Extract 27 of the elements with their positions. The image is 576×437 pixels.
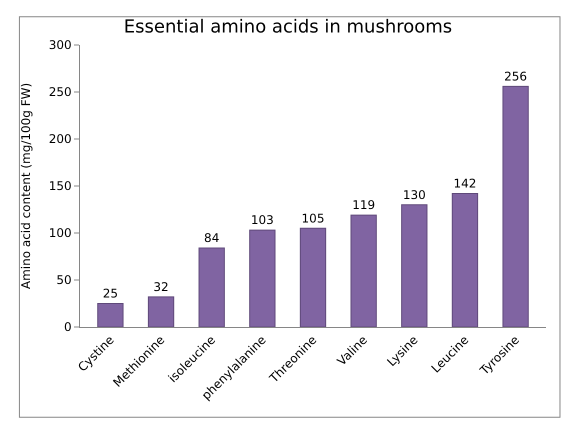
data-label: 142 <box>454 176 476 191</box>
bar <box>148 296 174 327</box>
bar <box>249 230 276 327</box>
data-label: 130 <box>402 188 426 202</box>
bar <box>350 214 377 327</box>
data-label: 119 <box>352 198 376 212</box>
chart-title: Essential amino acids in mushrooms <box>124 16 452 38</box>
y-tick-label: 0 <box>64 320 72 334</box>
data-label: 25 <box>102 286 118 300</box>
bar <box>198 248 225 327</box>
y-tick-label: 50 <box>56 273 72 288</box>
bar <box>401 204 428 327</box>
y-tick-label: 200 <box>48 132 72 146</box>
data-label: 256 <box>504 69 528 84</box>
y-axis-title: Amino acid content (mg/100g FW) <box>18 82 33 290</box>
bar <box>502 86 529 327</box>
y-tick-label: 250 <box>48 85 72 100</box>
data-label: 32 <box>153 280 169 294</box>
data-label: 103 <box>250 213 274 228</box>
bar <box>300 228 326 327</box>
y-tick-label: 300 <box>48 38 72 52</box>
bar <box>452 193 478 327</box>
bar <box>97 303 124 327</box>
y-tick-label: 150 <box>48 179 72 194</box>
data-label: 105 <box>302 211 324 226</box>
y-tick-label: 100 <box>48 226 72 240</box>
data-label: 84 <box>204 231 220 246</box>
